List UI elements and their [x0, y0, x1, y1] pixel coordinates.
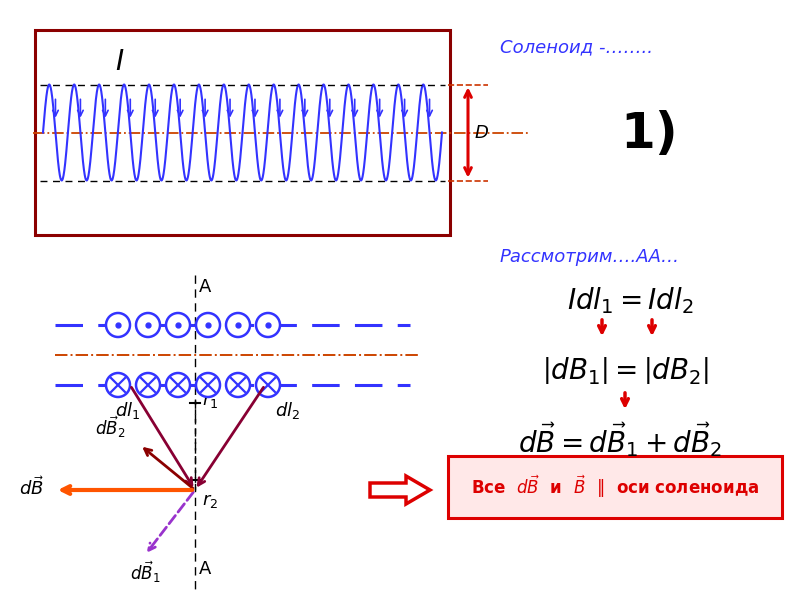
Circle shape	[196, 373, 220, 397]
Text: $r_2$: $r_2$	[202, 492, 218, 510]
Circle shape	[106, 313, 130, 337]
Circle shape	[256, 373, 280, 397]
Bar	[35, 30, 450, 235]
Text: $dl_2$: $dl_2$	[275, 400, 300, 421]
Circle shape	[166, 373, 190, 397]
Text: $d\vec{B}_2$: $d\vec{B}_2$	[94, 415, 125, 440]
Text: $r_1$: $r_1$	[202, 392, 218, 410]
Text: Все  $d\vec{B}$  и  $\vec{B}$  $\|$  оси соленоида: Все $d\vec{B}$ и $\vec{B}$ $\|$ оси соле…	[471, 474, 759, 500]
Text: $d\vec{B}_1$: $d\vec{B}_1$	[130, 560, 160, 586]
Circle shape	[256, 313, 280, 337]
Text: $I$: $I$	[115, 48, 125, 76]
Circle shape	[226, 373, 250, 397]
Circle shape	[136, 313, 160, 337]
Text: $d\vec{B} = d\vec{B}_1 + d\vec{B}_2$: $d\vec{B} = d\vec{B}_1 + d\vec{B}_2$	[518, 420, 722, 459]
Text: A: A	[199, 560, 211, 578]
Text: $d\vec{B}$: $d\vec{B}$	[19, 476, 45, 499]
Circle shape	[226, 313, 250, 337]
Text: 1): 1)	[620, 110, 678, 158]
Text: D: D	[475, 124, 489, 142]
Text: Соленоид -……..: Соленоид -……..	[500, 38, 653, 56]
Text: $dl_1$: $dl_1$	[115, 400, 140, 421]
FancyBboxPatch shape	[448, 456, 782, 518]
Text: $Idl_1 = Idl_2$: $Idl_1 = Idl_2$	[566, 285, 694, 316]
Text: A: A	[199, 278, 211, 296]
Circle shape	[106, 373, 130, 397]
Text: $\left|dB_1\right| = \left|dB_2\right|$: $\left|dB_1\right| = \left|dB_2\right|$	[542, 355, 709, 386]
Circle shape	[196, 313, 220, 337]
Circle shape	[166, 313, 190, 337]
Circle shape	[136, 373, 160, 397]
Text: Рассмотрим….АА…: Рассмотрим….АА…	[500, 248, 680, 266]
